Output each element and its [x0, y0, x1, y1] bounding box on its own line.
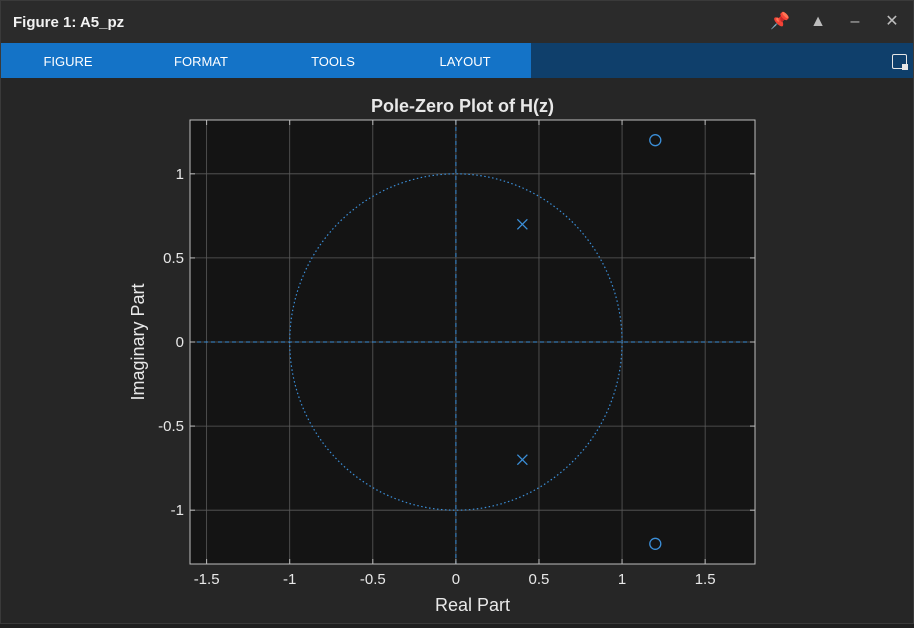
undock-icon[interactable]	[892, 54, 908, 70]
pin-icon[interactable]: 📌	[770, 13, 790, 30]
maximize-button[interactable]: ▲	[810, 13, 826, 30]
data-markers	[516, 134, 662, 550]
x-tick-label: 1	[618, 571, 626, 588]
title-bar: Figure 1: A5_pz 📌 ▲ – ✕	[1, 1, 913, 43]
window-title: Figure 1: A5_pz	[13, 14, 125, 31]
tab-figure[interactable]: FIGURE	[43, 54, 93, 69]
tab-layout[interactable]: LAYOUT	[439, 54, 491, 69]
y-tick-label: 1	[176, 166, 184, 183]
y-axis-label: Imaginary Part	[128, 283, 148, 400]
x-axis-label: Real Part	[435, 595, 510, 615]
pole-marker	[516, 218, 528, 230]
x-tick-label: -1	[283, 571, 296, 588]
chart-title: Pole-Zero Plot of H(z)	[371, 96, 554, 116]
x-tick-label: -1.5	[194, 571, 220, 588]
x-tick-label: -0.5	[360, 571, 386, 588]
ribbon-tabs: FIGURE FORMAT TOOLS LAYOUT	[1, 43, 531, 78]
pole-marker	[516, 454, 528, 466]
y-tick-label: 0	[176, 334, 184, 351]
x-tick-label: 1.5	[695, 571, 716, 588]
y-tick-label: -1	[171, 502, 184, 519]
minimize-button[interactable]: –	[850, 13, 860, 30]
tab-format[interactable]: FORMAT	[174, 54, 228, 69]
x-tick-label: 0	[452, 571, 460, 588]
y-tick-label: 0.5	[163, 250, 184, 267]
pole-zero-chart: -1.5 -1 -0.5 0 0.5 1 1.5 -1 -0.5 0 0.5 1 Pole-Zero …	[128, 96, 756, 615]
zero-marker	[649, 134, 662, 147]
x-tick-label: 0.5	[529, 571, 550, 588]
ribbon-bar: FIGURE FORMAT TOOLS LAYOUT	[1, 43, 913, 78]
figure-canvas: -1.5 -1 -0.5 0 0.5 1 1.5 -1 -0.5 0 0.5 1 Pole-Zero …	[1, 78, 913, 623]
close-button[interactable]: ✕	[885, 13, 899, 30]
axis-ticks: -1.5 -1 -0.5 0 0.5 1 1.5 -1 -0.5 0 0.5 1	[158, 120, 755, 588]
y-tick-label: -0.5	[158, 418, 184, 435]
tab-tools[interactable]: TOOLS	[311, 54, 355, 69]
zero-marker	[649, 537, 662, 550]
zero-lines	[190, 120, 755, 564]
